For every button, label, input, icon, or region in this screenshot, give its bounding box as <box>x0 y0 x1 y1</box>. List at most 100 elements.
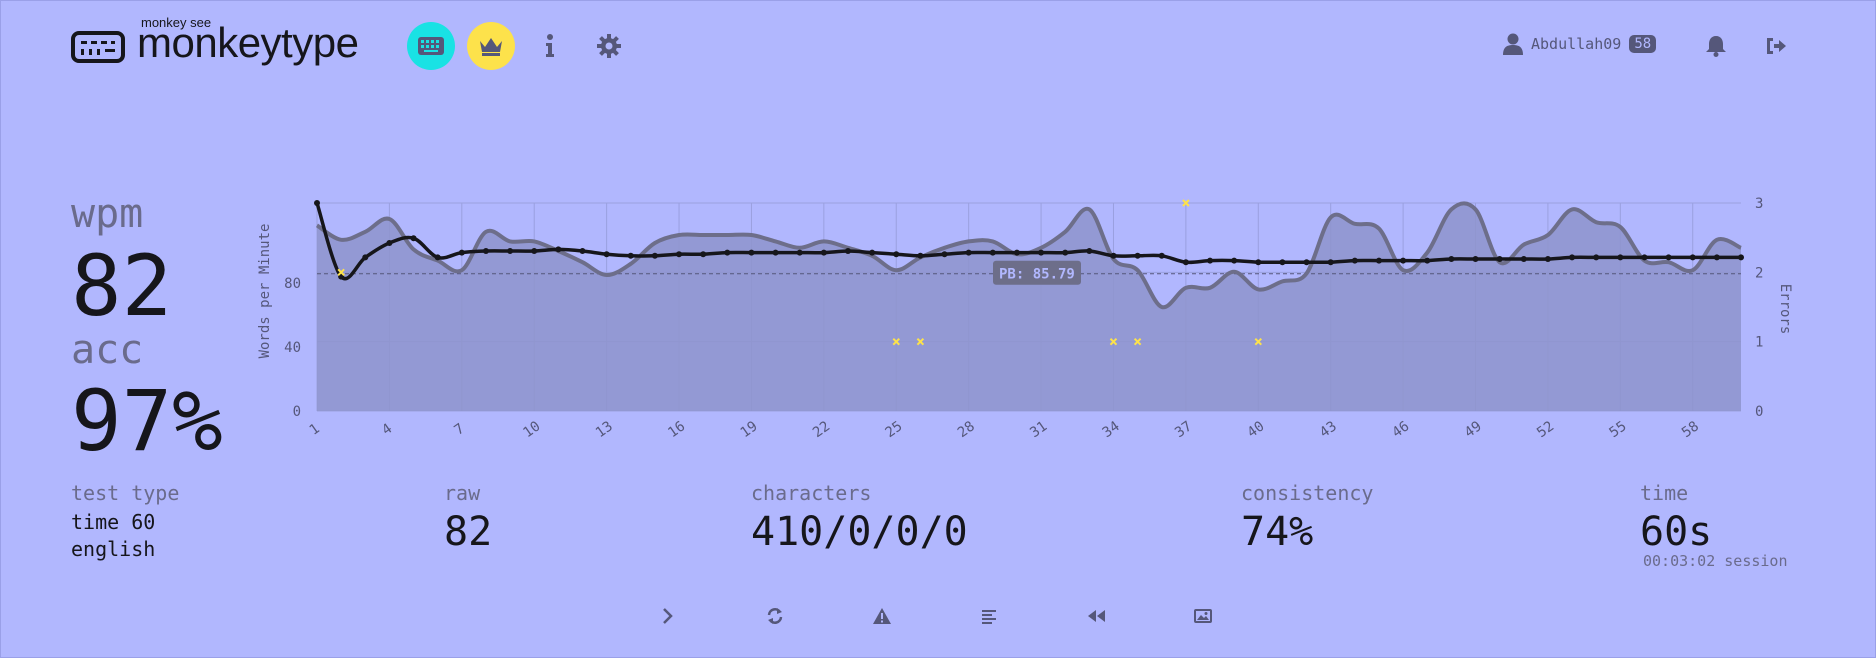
wpm-point <box>1231 257 1238 264</box>
leaderboard-button[interactable] <box>467 22 515 70</box>
wpm-point <box>1665 254 1672 261</box>
next-test-icon <box>663 608 673 624</box>
wpm-point <box>1062 249 1069 256</box>
wpm-point <box>627 252 634 259</box>
restart-icon <box>767 608 783 624</box>
characters-value: 410/0/0/0 <box>751 509 968 555</box>
x-tick-label: 37 <box>1172 418 1195 441</box>
wpm-point <box>1134 252 1141 259</box>
settings-button[interactable] <box>594 31 624 61</box>
wpm-point <box>458 249 465 256</box>
wpm-point <box>1255 259 1262 266</box>
x-tick-label: 58 <box>1679 418 1702 441</box>
wpm-point <box>1713 254 1720 261</box>
wpm-point <box>1013 249 1020 256</box>
screenshot-button[interactable] <box>1188 601 1218 631</box>
y-axis-title: Words per Minute <box>257 224 273 359</box>
y2-tick-label: 1 <box>1755 335 1763 351</box>
x-axis-ticks: 1 4 7 10 13 16 19 22 25 28 31 34 37 40 43 46 49 52 55 58 <box>307 418 1702 441</box>
pb-tooltip: PB: 85.79 <box>993 260 1081 285</box>
wpm-point <box>1472 256 1479 262</box>
wpm-point <box>314 200 320 206</box>
test-type-mode: time 60 <box>71 510 156 534</box>
acc-value: 97% <box>71 372 223 470</box>
notifications-button[interactable] <box>1701 31 1731 61</box>
wpm-point <box>1593 254 1600 261</box>
x-tick-label: 4 <box>379 421 395 439</box>
wpm-value: 82 <box>71 237 173 335</box>
test-type-label: test type <box>71 481 180 505</box>
error-markers <box>337 199 1262 346</box>
keyboard-button[interactable] <box>407 22 455 70</box>
wpm-chart[interactable]: PB: 85.79 1 4 7 10 13 16 19 22 25 28 31 34 37 40 43 46 4… <box>241 181 1801 461</box>
keyboard-icon <box>418 37 444 55</box>
wpm-point <box>1110 252 1117 259</box>
wpm-point <box>965 249 972 256</box>
error-marker <box>892 337 900 346</box>
logout-button[interactable] <box>1761 31 1791 61</box>
wpm-point <box>1738 254 1744 261</box>
y2-axis-ticks: 0 1 2 3 <box>1755 196 1763 420</box>
error-marker <box>1109 337 1118 346</box>
level-badge: 58 <box>1629 35 1657 53</box>
y2-axis-title: Errors <box>1777 284 1793 335</box>
y-tick-label: 0 <box>293 404 301 420</box>
wpm-label: wpm <box>71 191 144 237</box>
x-tick-label: 49 <box>1462 418 1485 441</box>
report-button[interactable] <box>867 601 897 631</box>
test-type-language: english <box>71 537 156 561</box>
wpm-point <box>1544 256 1551 262</box>
wpm-point <box>1520 256 1527 262</box>
next-test-button[interactable] <box>653 601 683 631</box>
wpm-point <box>844 248 851 254</box>
x-tick-label: 22 <box>810 418 833 441</box>
wpm-point <box>1158 252 1165 259</box>
wpm-point <box>1496 256 1503 262</box>
info-icon <box>546 34 554 57</box>
wpm-point <box>1569 254 1576 261</box>
logout-icon <box>1767 38 1786 54</box>
wpm-point <box>820 249 827 256</box>
x-tick-label: 16 <box>665 418 688 441</box>
user-icon <box>1503 33 1523 55</box>
wpm-point <box>1448 256 1455 262</box>
x-tick-label: 28 <box>955 418 978 441</box>
characters-label: characters <box>751 481 872 505</box>
time-value: 60s <box>1640 509 1713 555</box>
words-history-icon <box>982 610 996 624</box>
wpm-point <box>1617 254 1624 261</box>
account-button[interactable]: Abdullah09 58 <box>1503 33 1657 55</box>
logo-subtitle: monkey see <box>141 15 212 30</box>
y2-tick-label: 0 <box>1755 404 1763 420</box>
logo-icon[interactable] <box>71 31 125 63</box>
wpm-point <box>1207 257 1214 264</box>
x-tick-label: 1 <box>307 421 323 439</box>
wpm-point <box>941 251 948 258</box>
bell-icon <box>1706 36 1726 57</box>
logo-text[interactable]: monkeytype <box>137 19 359 66</box>
wpm-point <box>434 254 441 261</box>
replay-icon <box>1088 610 1105 622</box>
raw-label: raw <box>444 481 481 505</box>
wpm-point <box>362 254 369 261</box>
wpm-point <box>676 251 683 258</box>
x-tick-label: 25 <box>882 418 905 441</box>
screenshot-icon <box>1194 609 1212 623</box>
error-marker <box>916 337 925 346</box>
restart-button[interactable] <box>760 601 790 631</box>
x-tick-label: 10 <box>520 418 543 441</box>
replay-button[interactable] <box>1081 601 1111 631</box>
wpm-point <box>893 251 900 258</box>
wpm-point <box>1400 257 1407 264</box>
warning-icon <box>873 608 891 624</box>
wpm-point <box>579 248 586 254</box>
raw-value: 82 <box>444 509 493 555</box>
wpm-point <box>748 249 755 256</box>
about-button[interactable] <box>535 31 565 61</box>
wpm-point <box>531 248 538 254</box>
error-marker <box>1182 199 1190 207</box>
raw-area <box>317 203 1741 411</box>
wpm-point <box>772 249 779 256</box>
wpm-point <box>700 251 707 258</box>
words-history-button[interactable] <box>974 601 1004 631</box>
